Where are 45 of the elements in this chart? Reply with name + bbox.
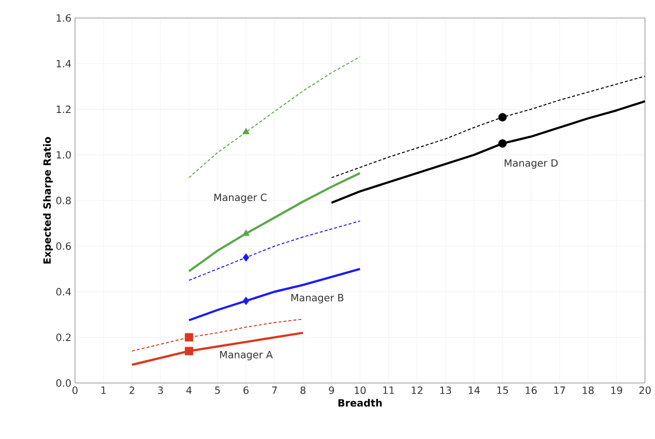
point [498, 139, 507, 148]
x-tick-label: 8 [300, 386, 306, 394]
y-tick-label: 1.6 [56, 14, 71, 22]
x-tick-label: 10 [354, 386, 366, 394]
x-tick-label: 1 [101, 386, 106, 394]
x-tick-label: 18 [582, 386, 594, 394]
y-tick-label: 0.0 [56, 379, 71, 387]
point [242, 128, 250, 134]
x-tick-label: 13 [440, 386, 452, 394]
x-tick-label: 0 [72, 386, 78, 394]
y-tick-label: 1.0 [56, 151, 71, 159]
point [184, 346, 194, 356]
y-tick-label: 0.4 [56, 288, 71, 296]
point [242, 229, 250, 236]
y-tick-label: 0.6 [56, 242, 71, 250]
y-tick-label: 1.2 [56, 106, 70, 113]
x-tick-label: 11 [383, 386, 394, 394]
line-series [188, 268, 362, 322]
x-tick-label: 14 [468, 386, 480, 394]
annotation: Manager A [220, 350, 273, 360]
x-tick-label: 15 [497, 386, 508, 394]
point [242, 253, 250, 262]
y-tick-label: 0.2 [56, 334, 70, 342]
x-tick-label: 20 [639, 386, 651, 394]
x-axis-title: Breadth [338, 398, 382, 407]
x-tick-label: 4 [186, 386, 192, 394]
annotation: Manager B [291, 294, 344, 304]
point [498, 113, 507, 122]
y-tick-label: 0.8 [56, 196, 71, 204]
x-tick-label: 9 [328, 386, 334, 394]
y-tick-label: 1.4 [56, 60, 71, 68]
point [242, 296, 250, 306]
x-tick-label: 12 [412, 386, 422, 394]
x-tick-label: 6 [244, 386, 249, 394]
x-tick-label: 16 [526, 386, 537, 394]
annotation: Manager D [504, 159, 558, 169]
x-tick-label: 5 [215, 386, 220, 394]
x-tick-label: 2 [130, 386, 134, 394]
x-tick-label: 3 [158, 386, 163, 394]
annotation: Manager C [214, 194, 267, 204]
y-axis-title: Expected Sharpe Ratio [43, 137, 53, 264]
x-tick-label: 19 [611, 386, 622, 394]
x-tick-label: 7 [272, 386, 277, 394]
x-tick-label: 17 [554, 386, 565, 394]
point [184, 333, 194, 342]
